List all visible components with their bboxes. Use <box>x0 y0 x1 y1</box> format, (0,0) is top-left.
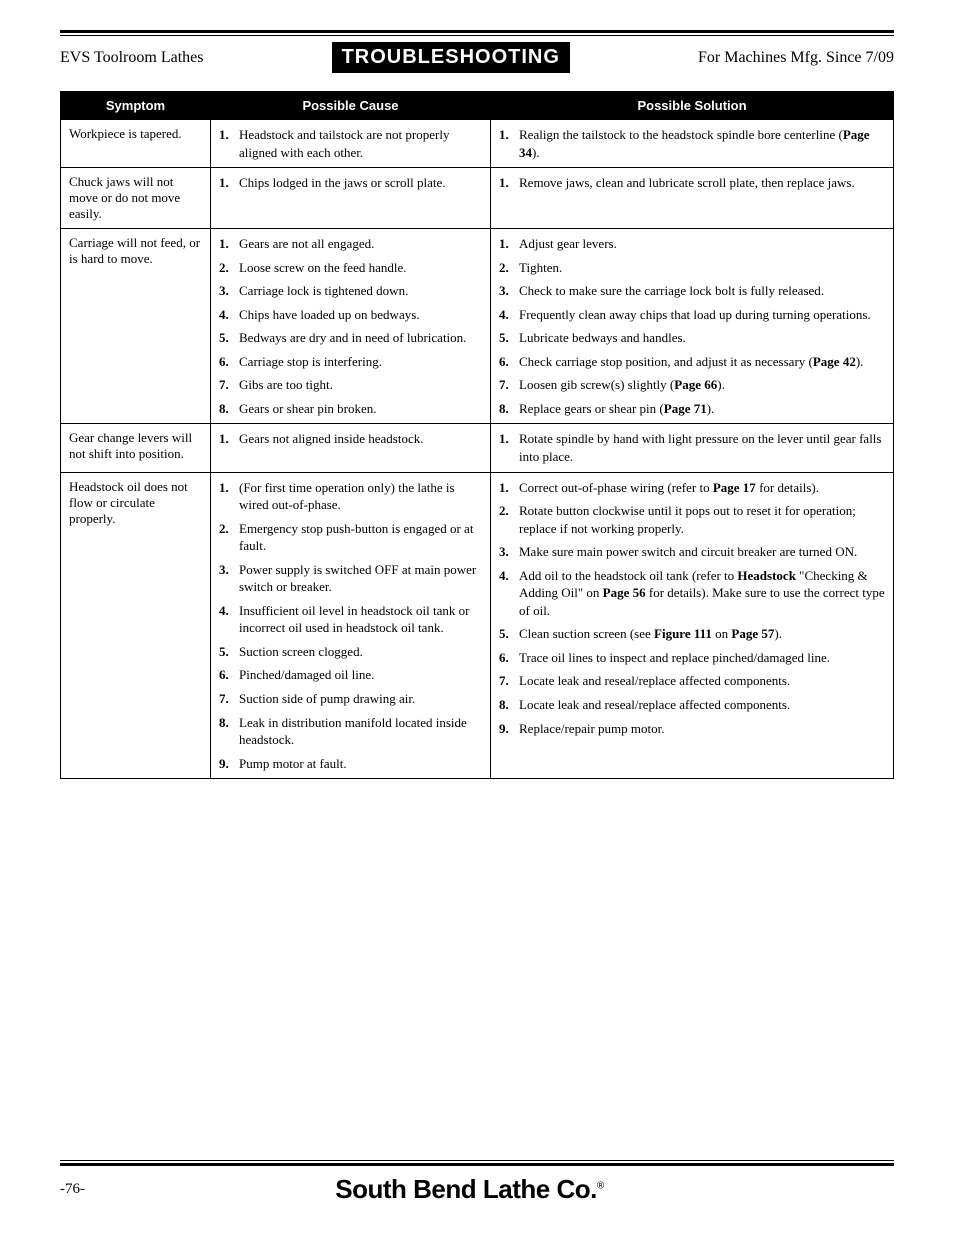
page-footer: -76- South Bend Lathe Co.® <box>60 1160 894 1205</box>
solution-cell: 1.Correct out-of-phase wiring (refer to … <box>491 472 894 779</box>
footer-rule-thin <box>60 1160 894 1161</box>
solution-item: 4.Add oil to the headstock oil tank (ref… <box>499 567 885 620</box>
cause-item: 1.Headstock and tailstock are not proper… <box>219 126 482 161</box>
symptom-cell: Gear change levers will not shift into p… <box>61 424 211 472</box>
solution-item: 5.Lubricate bedways and handles. <box>499 329 885 347</box>
cause-item: 8.Gears or shear pin broken. <box>219 400 482 418</box>
cause-item: 3.Carriage lock is tightened down. <box>219 282 482 300</box>
cause-item: 4.Insufficient oil level in headstock oi… <box>219 602 482 637</box>
registered-mark: ® <box>597 1180 604 1191</box>
header-right: For Machines Mfg. Since 7/09 <box>698 49 894 67</box>
col-solution: Possible Solution <box>491 92 894 120</box>
cause-item: 8.Leak in distribution manifold located … <box>219 714 482 749</box>
cause-item: 1.(For first time operation only) the la… <box>219 479 482 514</box>
symptom-cell: Carriage will not feed, or is hard to mo… <box>61 229 211 424</box>
solution-cell: 1.Adjust gear levers. 2.Tighten. 3.Check t… <box>491 229 894 424</box>
cause-item: 4.Chips have loaded up on bedways. <box>219 306 482 324</box>
top-rule-thick <box>60 30 894 33</box>
solution-item: 1.Realign the tailstock to the headstock… <box>499 126 885 161</box>
table-row: Headstock oil does not flow or circulate… <box>61 472 894 779</box>
solution-cell: 1.Rotate spindle by hand with light pres… <box>491 424 894 472</box>
cause-item: 2.Emergency stop push-button is engaged … <box>219 520 482 555</box>
table-row: Carriage will not feed, or is hard to mo… <box>61 229 894 424</box>
cause-item: 6.Pinched/damaged oil line. <box>219 666 482 684</box>
solution-item: 3.Check to make sure the carriage lock b… <box>499 282 885 300</box>
solution-cell: 1.Realign the tailstock to the headstock… <box>491 120 894 168</box>
solution-item: 7.Locate leak and reseal/replace affecte… <box>499 672 885 690</box>
cause-item: 7.Suction side of pump drawing air. <box>219 690 482 708</box>
solution-item: 1.Rotate spindle by hand with light pres… <box>499 430 885 465</box>
cause-item: 1.Gears not aligned inside headstock. <box>219 430 482 448</box>
solution-cell: 1.Remove jaws, clean and lubricate scrol… <box>491 168 894 229</box>
solution-item: 8.Locate leak and reseal/replace affecte… <box>499 696 885 714</box>
symptom-cell: Workpiece is tapered. <box>61 120 211 168</box>
solution-item: 1.Adjust gear levers. <box>499 235 885 253</box>
symptom-cell: Headstock oil does not flow or circulate… <box>61 472 211 779</box>
brand-logo: South Bend Lathe Co.® <box>335 1174 603 1205</box>
cause-cell: 1.Headstock and tailstock are not proper… <box>211 120 491 168</box>
brand-text: South Bend Lathe Co. <box>335 1174 597 1204</box>
cause-cell: 1.(For first time operation only) the la… <box>211 472 491 779</box>
cause-item: 1.Chips lodged in the jaws or scroll pla… <box>219 174 482 192</box>
table-row: Workpiece is tapered.1.Headstock and tai… <box>61 120 894 168</box>
symptom-cell: Chuck jaws will not move or do not move … <box>61 168 211 229</box>
solution-item: 1.Remove jaws, clean and lubricate scrol… <box>499 174 885 192</box>
troubleshooting-table: Symptom Possible Cause Possible Solution… <box>60 91 894 779</box>
col-cause: Possible Cause <box>211 92 491 120</box>
cause-item: 5.Bedways are dry and in need of lubrica… <box>219 329 482 347</box>
header-title-badge: TROUBLESHOOTING <box>332 42 570 73</box>
cause-cell: 1.Chips lodged in the jaws or scroll pla… <box>211 168 491 229</box>
cause-item: 1.Gears are not all engaged. <box>219 235 482 253</box>
cause-item: 6.Carriage stop is interfering. <box>219 353 482 371</box>
solution-item: 3.Make sure main power switch and circui… <box>499 543 885 561</box>
page-header: EVS Toolroom Lathes TROUBLESHOOTING For … <box>60 42 894 73</box>
cause-item: 7.Gibs are too tight. <box>219 376 482 394</box>
cause-item: 3.Power supply is switched OFF at main p… <box>219 561 482 596</box>
solution-item: 2.Tighten. <box>499 259 885 277</box>
cause-cell: 1.Gears not aligned inside headstock. <box>211 424 491 472</box>
top-rule-thin <box>60 35 894 36</box>
table-row: Gear change levers will not shift into p… <box>61 424 894 472</box>
cause-item: 9.Pump motor at fault. <box>219 755 482 773</box>
table-row: Chuck jaws will not move or do not move … <box>61 168 894 229</box>
solution-item: 7.Loosen gib screw(s) slightly (Page 66)… <box>499 376 885 394</box>
solution-item: 6.Check carriage stop position, and adju… <box>499 353 885 371</box>
cause-item: 5.Suction screen clogged. <box>219 643 482 661</box>
col-symptom: Symptom <box>61 92 211 120</box>
solution-item: 5.Clean suction screen (see Figure 111 o… <box>499 625 885 643</box>
cause-item: 2.Loose screw on the feed handle. <box>219 259 482 277</box>
header-left: EVS Toolroom Lathes <box>60 49 203 67</box>
solution-item: 6.Trace oil lines to inspect and replace… <box>499 649 885 667</box>
solution-item: 9.Replace/repair pump motor. <box>499 720 885 738</box>
solution-item: 1.Correct out-of-phase wiring (refer to … <box>499 479 885 497</box>
cause-cell: 1.Gears are not all engaged. 2.Loose scre… <box>211 229 491 424</box>
solution-item: 2.Rotate button clockwise until it pops … <box>499 502 885 537</box>
solution-item: 4.Frequently clean away chips that load … <box>499 306 885 324</box>
solution-item: 8.Replace gears or shear pin (Page 71). <box>499 400 885 418</box>
page-number: -76- <box>60 1181 85 1198</box>
footer-rule-thick <box>60 1163 894 1166</box>
